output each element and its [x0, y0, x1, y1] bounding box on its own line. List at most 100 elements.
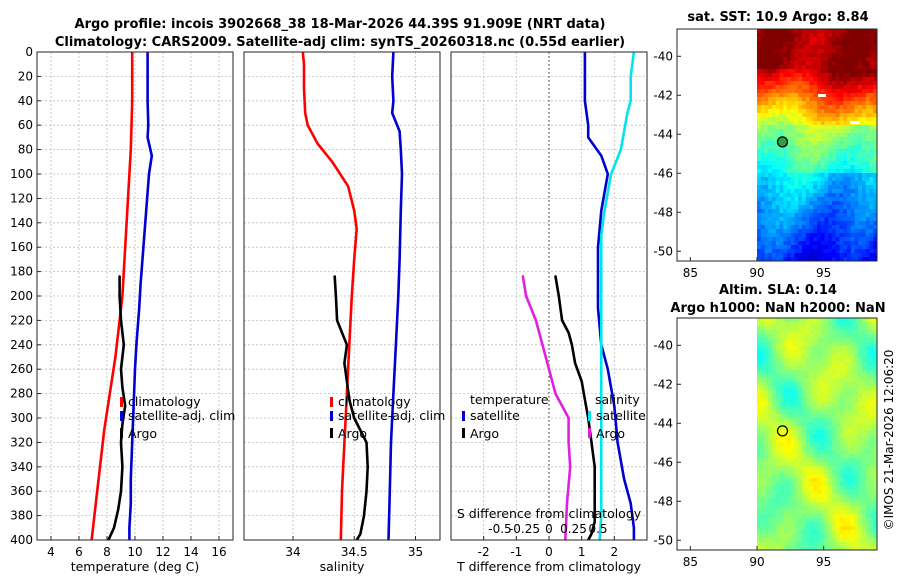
heatmap-cell — [869, 137, 874, 142]
heatmap-cell — [854, 398, 859, 403]
heatmap-cell — [865, 406, 870, 411]
heatmap-cell — [772, 486, 777, 491]
heatmap-cell — [862, 354, 867, 359]
heatmap-cell — [854, 478, 859, 483]
heatmap-cell — [764, 346, 769, 351]
heatmap-cell — [817, 490, 822, 495]
heatmap-cell — [824, 149, 829, 154]
heatmap-cell — [865, 33, 870, 38]
heatmap-cell — [873, 85, 878, 90]
heatmap-cell — [839, 490, 844, 495]
heatmap-cell — [779, 29, 784, 34]
heatmap-cell — [854, 225, 859, 230]
heatmap-cell — [764, 330, 769, 335]
heatmap-cell — [843, 506, 848, 511]
heatmap-cell — [809, 169, 814, 174]
heatmap-cell — [809, 546, 814, 551]
heatmap-cell — [828, 482, 833, 487]
heatmap-cell — [873, 382, 878, 387]
heatmap-cell — [772, 470, 777, 475]
heatmap-cell — [854, 61, 859, 66]
heatmap-cell — [824, 402, 829, 407]
heatmap-cell — [854, 386, 859, 391]
heatmap-cell — [813, 41, 818, 46]
heatmap-cell — [828, 77, 833, 82]
heatmap-cell — [775, 221, 780, 226]
heatmap-cell — [787, 422, 792, 427]
heatmap-cell — [873, 350, 878, 355]
heatmap-cell — [865, 434, 870, 439]
heatmap-cell — [869, 394, 874, 399]
heatmap-cell — [779, 149, 784, 154]
heatmap-cell — [873, 546, 878, 551]
heatmap-cell — [757, 197, 762, 202]
heatmap-cell — [839, 93, 844, 98]
heatmap-cell — [817, 109, 822, 114]
heatmap-cell — [805, 342, 810, 347]
heatmap-cell — [854, 494, 859, 499]
heatmap-cell — [869, 157, 874, 162]
heatmap-cell — [813, 326, 818, 331]
heatmap-cell — [768, 326, 773, 331]
heatmap-cell — [772, 141, 777, 146]
heatmap-cell — [787, 153, 792, 158]
heatmap-cell — [779, 237, 784, 242]
heatmap-cell — [843, 141, 848, 146]
heatmap-cell — [843, 354, 848, 359]
heatmap-cell — [783, 350, 788, 355]
heatmap-cell — [787, 117, 792, 122]
heatmap-cell — [790, 93, 795, 98]
heatmap-cell — [865, 257, 870, 262]
heatmap-cell — [787, 49, 792, 54]
heatmap-cell — [820, 169, 825, 174]
heatmap-cell — [790, 161, 795, 166]
heatmap-cell — [847, 446, 852, 451]
heatmap-cell — [798, 185, 803, 190]
heatmap-cell — [764, 213, 769, 218]
heatmap-cell — [858, 378, 863, 383]
legend-climatology-swatch — [330, 397, 333, 407]
heatmap-cell — [820, 542, 825, 547]
heatmap-cell — [847, 77, 852, 82]
heatmap-cell — [850, 137, 855, 142]
heatmap-cell — [858, 209, 863, 214]
heatmap-cell — [798, 53, 803, 58]
heatmap-cell — [809, 33, 814, 38]
heatmap-cell — [802, 181, 807, 186]
heatmap-cell — [757, 177, 762, 182]
heatmap-cell — [820, 518, 825, 523]
heatmap-cell — [764, 249, 769, 254]
heatmap-cell — [779, 177, 784, 182]
heatmap-cell — [817, 221, 822, 226]
heatmap-cell — [850, 249, 855, 254]
heatmap-cell — [858, 546, 863, 551]
heatmap-cell — [824, 69, 829, 74]
heatmap-cell — [865, 414, 870, 419]
heatmap-cell — [813, 542, 818, 547]
heatmap-cell — [805, 398, 810, 403]
heatmap-cell — [824, 470, 829, 475]
heatmap-cell — [835, 362, 840, 367]
heatmap-cell — [832, 157, 837, 162]
heatmap-cell — [805, 474, 810, 479]
heatmap-cell — [798, 221, 803, 226]
heatmap-cell — [805, 322, 810, 327]
heatmap-cell — [772, 446, 777, 451]
heatmap-cell — [865, 546, 870, 551]
heatmap-cell — [865, 346, 870, 351]
heatmap-cell — [805, 462, 810, 467]
heatmap-cell — [854, 422, 859, 427]
heatmap-cell — [828, 394, 833, 399]
heatmap-cell — [824, 77, 829, 82]
heatmap-cell — [783, 165, 788, 170]
heatmap-cell — [850, 454, 855, 459]
heatmap-cell — [869, 185, 874, 190]
heatmap-cell — [787, 346, 792, 351]
heatmap-cell — [862, 534, 867, 539]
legend-climatology-label: climatology — [338, 394, 411, 409]
heatmap-cell — [779, 490, 784, 495]
heatmap-cell — [813, 490, 818, 495]
heatmap-cell — [809, 506, 814, 511]
heatmap-cell — [798, 245, 803, 250]
heatmap-cell — [760, 181, 765, 186]
